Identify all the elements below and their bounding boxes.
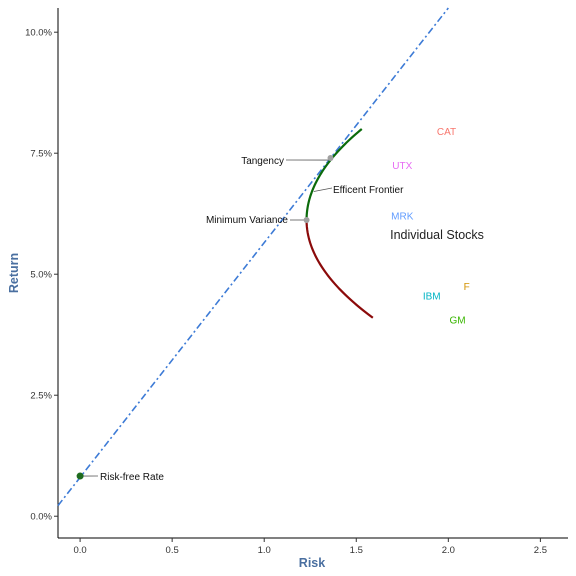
- stock-label-mrk: MRK: [391, 212, 414, 223]
- x-tick-label: 1.0: [258, 545, 271, 556]
- x-axis-title: Risk: [299, 556, 325, 570]
- tangency-point: [327, 155, 334, 162]
- stock-label-utx: UTX: [392, 161, 412, 172]
- efficient-frontier-label: Efficent Frontier: [333, 185, 404, 196]
- y-tick-label: 2.5%: [30, 391, 52, 402]
- x-tick-label: 2.5: [534, 545, 547, 556]
- capital-market-line: [57, 7, 449, 507]
- y-tick-label: 7.5%: [30, 149, 52, 160]
- y-tick-label: 0.0%: [30, 512, 52, 523]
- x-tick-label: 0.0: [73, 545, 86, 556]
- individual-stocks-label: Individual Stocks: [390, 228, 484, 242]
- minimum-variance-point: [303, 217, 310, 223]
- x-tick-label: 0.5: [166, 545, 179, 556]
- x-ticks: 0.0 0.5 1.0 1.5 2.0 2.5: [73, 538, 547, 556]
- efficient-frontier-leader-line: [313, 187, 333, 192]
- stock-label-ibm: IBM: [423, 291, 441, 302]
- minimum-variance-label: Minimum Variance: [206, 215, 288, 226]
- efficient-frontier-line: [305, 128, 363, 221]
- y-ticks: 0.0% 2.5% 5.0% 7.5% 10.0%: [25, 28, 58, 523]
- x-tick-label: 1.5: [350, 545, 363, 556]
- plot-layer: Tangency Minimum Variance Efficent Frontie…: [57, 7, 484, 507]
- stock-label-cat: CAT: [437, 127, 456, 138]
- y-tick-label: 5.0%: [30, 270, 52, 281]
- y-tick-label: 10.0%: [25, 28, 52, 39]
- risk-free-label: Risk-free Rate: [100, 472, 164, 483]
- inefficient-frontier-line: [305, 219, 374, 319]
- stock-label-gm: GM: [449, 316, 465, 327]
- tangency-label: Tangency: [241, 156, 284, 167]
- stock-label-f: F: [464, 282, 470, 293]
- risk-free-point: [76, 472, 84, 480]
- x-tick-label: 2.0: [442, 545, 455, 556]
- y-axis-title: Return: [7, 253, 21, 293]
